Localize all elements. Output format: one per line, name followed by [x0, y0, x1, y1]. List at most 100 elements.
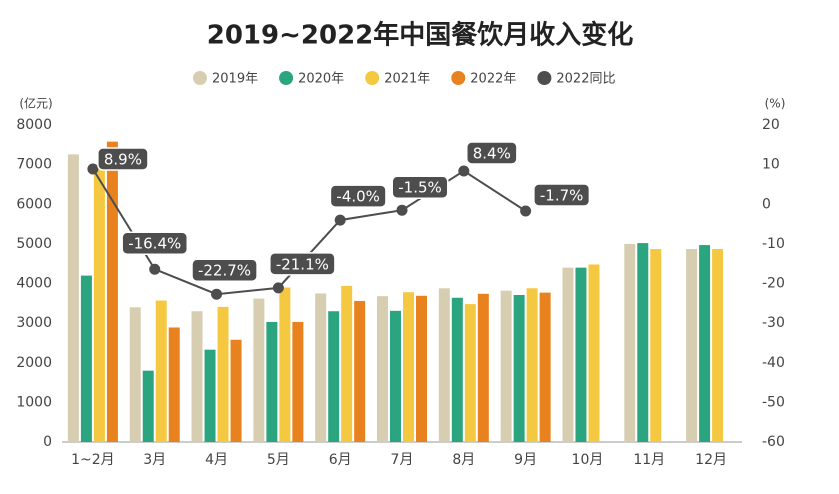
bar [67, 154, 79, 442]
y-tick-label: 0 [43, 434, 52, 450]
bar [637, 243, 649, 442]
x-tick-label: 10月 [572, 452, 604, 468]
data-label: -21.1% [276, 255, 329, 273]
y2-tick-label: 10 [762, 157, 780, 173]
bar [575, 267, 587, 442]
legend-label: 2019年 [212, 72, 258, 87]
legend-label: 2021年 [384, 72, 430, 87]
data-label: -1.5% [398, 179, 442, 197]
x-tick-label: 7月 [391, 452, 414, 468]
bar [292, 321, 304, 442]
legend-label: 2022年 [470, 72, 516, 87]
bar [129, 307, 141, 442]
bar [562, 267, 574, 442]
bar [712, 249, 724, 442]
data-label: 8.9% [104, 150, 142, 168]
legend-label: 2020年 [298, 72, 344, 87]
data-label-bg [391, 175, 449, 199]
legend-label: 2022同比 [556, 72, 615, 87]
data-label-bg [97, 147, 149, 171]
bar [416, 295, 427, 442]
data-label: 8.4% [473, 144, 511, 162]
line-point [334, 214, 346, 226]
bar [266, 321, 278, 442]
bar [500, 290, 512, 442]
bar [315, 293, 327, 442]
line-point [149, 263, 161, 275]
bar [438, 288, 450, 442]
bar [204, 349, 216, 442]
x-tick-label: 9月 [514, 452, 537, 468]
bar [80, 275, 92, 442]
data-label: -16.4% [128, 235, 181, 253]
legend-marker [279, 71, 294, 85]
y2-tick-label: 0 [762, 196, 771, 212]
data-label-bg [121, 231, 189, 255]
x-tick-label: 1~2月 [71, 452, 115, 468]
legend-marker [451, 71, 466, 85]
bar [390, 310, 401, 442]
y2-tick-label: -40 [762, 355, 785, 371]
bar [93, 164, 105, 442]
y2-tick-label: -10 [762, 236, 785, 252]
bar [279, 287, 291, 442]
y-tick-label: 1000 [16, 394, 52, 410]
y2-tick-label: 20 [762, 117, 780, 133]
bar [328, 311, 340, 442]
y-axis-label: (亿元) [19, 96, 52, 111]
y2-tick-label: -60 [762, 434, 785, 450]
bar [106, 141, 118, 442]
bar [354, 300, 366, 442]
data-label-bg [191, 258, 258, 282]
y-tick-label: 8000 [16, 117, 52, 133]
bar [230, 339, 242, 442]
line-point [520, 205, 532, 217]
bar [217, 306, 229, 442]
x-tick-label: 3月 [143, 452, 166, 468]
bar [403, 292, 414, 442]
x-tick-label: 5月 [267, 452, 290, 468]
y-tick-label: 5000 [16, 236, 52, 252]
x-tick-label: 12月 [695, 452, 727, 468]
y-tick-label: 2000 [16, 355, 52, 371]
bar [341, 285, 353, 442]
line-point [396, 204, 408, 216]
line-point [87, 163, 99, 175]
y-tick-label: 4000 [16, 276, 52, 292]
data-label-bg [533, 183, 591, 207]
bar [253, 298, 265, 442]
bar [526, 288, 538, 442]
bar [191, 311, 203, 442]
data-label: -1.7% [540, 186, 584, 204]
y-tick-label: 3000 [16, 315, 52, 331]
bar [142, 370, 154, 442]
y2-axis-label: (%) [765, 97, 786, 111]
legend-marker [365, 71, 380, 85]
chart-title: 2019~2022年中国餐饮月收入变化 [207, 20, 634, 51]
bar [155, 300, 167, 442]
legend-marker [537, 71, 552, 85]
data-label-bg [269, 252, 336, 276]
legend-marker [193, 71, 207, 85]
y-tick-label: 6000 [16, 196, 52, 212]
x-tick-label: 11月 [633, 452, 665, 468]
x-tick-label: 4月 [205, 452, 228, 468]
data-label: -4.0% [336, 188, 380, 206]
bar [513, 294, 525, 442]
x-tick-label: 8月 [452, 452, 475, 468]
bar [464, 304, 476, 442]
line-point [272, 282, 284, 294]
bar [650, 249, 662, 442]
bar [624, 243, 636, 442]
data-label-bg [466, 141, 518, 165]
line-point [458, 165, 470, 177]
bar [699, 245, 711, 442]
bar [451, 297, 463, 442]
y2-tick-label: -20 [762, 276, 785, 292]
bar [168, 327, 180, 442]
bar [377, 296, 388, 442]
y2-tick-label: -30 [762, 315, 785, 331]
line-point [211, 288, 223, 300]
bar [686, 249, 698, 442]
